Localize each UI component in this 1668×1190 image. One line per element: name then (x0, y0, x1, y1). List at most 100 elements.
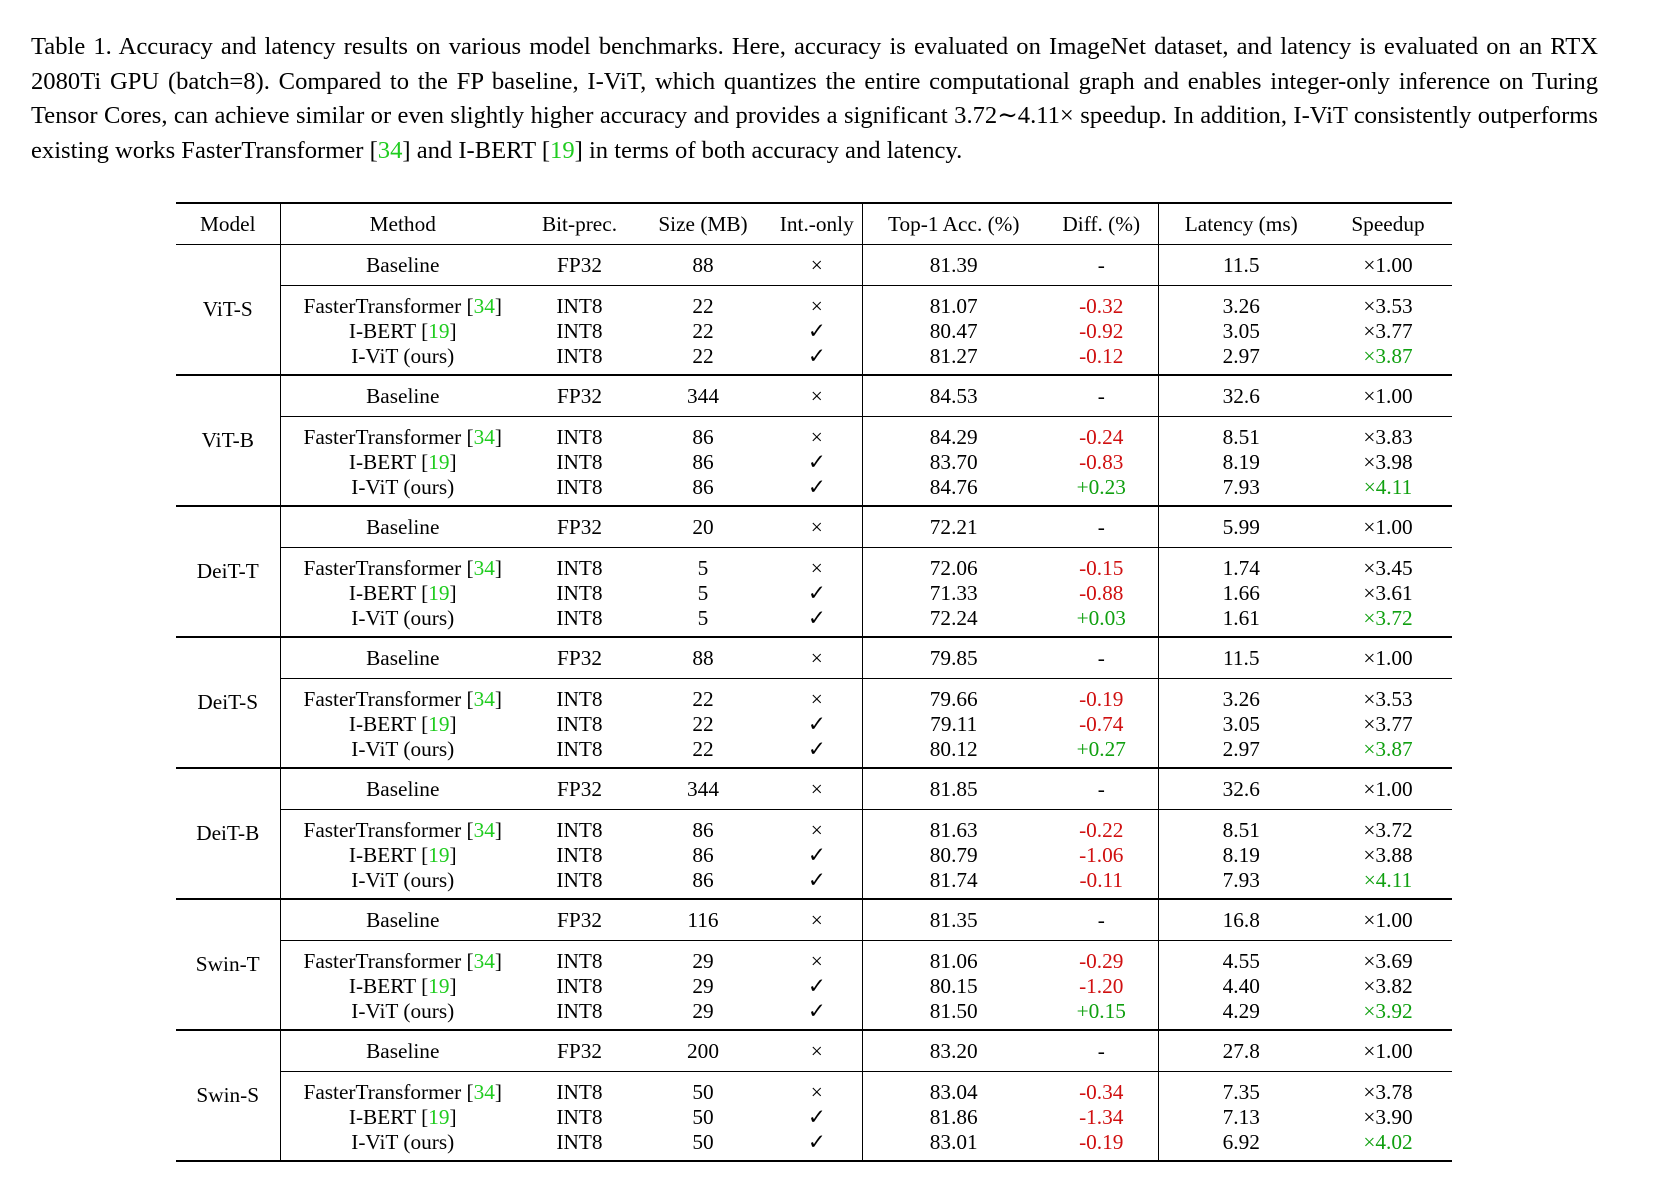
bit-precision-cell: INT8 (556, 687, 603, 711)
diff-cell: -1.20 (1045, 974, 1159, 999)
table-row: DeiT-B Baseline FP32 344 × 81.85 - 32.6 ×1.00 (176, 768, 1452, 899)
size-cell: 22 (692, 319, 714, 343)
latency-cell: 8.51 (1222, 818, 1260, 842)
citation-link[interactable]: 19 (428, 843, 450, 867)
speedup-cell: ×1.00 (1363, 907, 1413, 932)
citation-link[interactable]: 19 (428, 319, 450, 343)
citation-link[interactable]: 19 (428, 712, 450, 736)
citation-link[interactable]: 34 (473, 294, 495, 318)
size-cell: 344 (687, 776, 719, 801)
latency-cell: 8.51 (1222, 425, 1260, 449)
speedup-cell: ×1.00 (1363, 383, 1413, 408)
latency-cell: 11.5 (1223, 645, 1260, 670)
table-row: I-BERT [19] INT8 22 ✓ 79.11 -0.74 3.05 ×3.77 (176, 712, 1452, 737)
diff-cell: -0.88 (1045, 581, 1159, 606)
model-name: DeiT-T (176, 506, 281, 637)
size-cell: 22 (692, 712, 714, 736)
accuracy-cell: 83.04 (929, 1080, 978, 1104)
size-cell: 29 (692, 949, 714, 973)
table-row: FasterTransformer [34] INT8 86 × 84.29 -0.24 8… (176, 416, 1452, 450)
table-row: I-ViT (ours) INT8 5 ✓ 72.24 +0.03 1.61 ×3.72 (176, 606, 1452, 637)
method-label: Baseline (366, 776, 440, 801)
method-label: I-BERT (348, 843, 416, 867)
int-only-cell: ✓ (772, 581, 863, 606)
table-row: I-ViT (ours) INT8 22 ✓ 81.27 -0.12 2.97 ×3.87 (176, 344, 1452, 375)
method-name: I-ViT (ours) (280, 344, 525, 375)
int-only-cell: × (772, 1030, 863, 1072)
table-row: I-BERT [19] INT8 86 ✓ 83.70 -0.83 8.19 ×3.98 (176, 450, 1452, 475)
latency-cell: 3.05 (1222, 712, 1260, 736)
method-name: FasterTransformer [34] (303, 949, 503, 973)
int-only-cell: × (772, 768, 863, 810)
size-cell: 50 (692, 1105, 714, 1129)
int-only-cell: ✓ (772, 344, 863, 375)
citation-link[interactable]: 19 (428, 581, 450, 605)
bit-precision-cell: INT8 (556, 999, 603, 1023)
bit-precision-cell: INT8 (556, 450, 603, 474)
int-only-cell: × (772, 285, 863, 319)
bit-precision-cell: INT8 (556, 1130, 603, 1154)
method-label: I-ViT (ours) (351, 737, 455, 761)
header-diff: Diff. (%) (1045, 203, 1159, 245)
int-only-cell: × (772, 678, 863, 712)
method-label: I-ViT (ours) (351, 344, 455, 368)
accuracy-cell: 83.70 (929, 450, 978, 474)
citation-link[interactable]: 34 (473, 556, 495, 580)
size-cell: 5 (697, 606, 709, 630)
method-label: I-BERT (348, 581, 416, 605)
table-row: FasterTransformer [34] INT8 86 × 81.63 -0.22 8… (176, 809, 1452, 843)
speedup-cell: ×3.98 (1363, 450, 1413, 474)
diff-cell: - (1045, 637, 1159, 679)
bit-precision-cell: FP32 (557, 1038, 602, 1063)
method-label: Baseline (366, 1038, 440, 1063)
latency-cell: 32.6 (1222, 776, 1260, 801)
citation-link[interactable]: 34 (473, 425, 495, 449)
model-name: DeiT-S (176, 637, 281, 768)
speedup-cell: ×3.77 (1363, 319, 1413, 343)
method-name: FasterTransformer [34] (303, 818, 503, 842)
size-cell: 86 (692, 868, 714, 892)
citation-link[interactable]: 19 (550, 136, 575, 164)
citation-link[interactable]: 34 (473, 949, 495, 973)
method-name: Baseline (280, 506, 525, 548)
citation-link[interactable]: 19 (428, 974, 450, 998)
int-only-cell: ✓ (772, 737, 863, 768)
table-row: I-ViT (ours) INT8 29 ✓ 81.50 +0.15 4.29 ×3.92 (176, 999, 1452, 1030)
int-only-cell: ✓ (772, 712, 863, 737)
citation-link[interactable]: 34 (473, 687, 495, 711)
citation-link[interactable]: 34 (473, 818, 495, 842)
int-only-cell: ✓ (772, 1130, 863, 1161)
method-name: FasterTransformer [34] (303, 687, 503, 711)
table-row: FasterTransformer [34] INT8 50 × 83.04 -0.34 7… (176, 1071, 1452, 1105)
latency-cell: 16.8 (1222, 907, 1260, 932)
citation-link[interactable]: 34 (377, 136, 403, 164)
diff-cell: -0.15 (1045, 547, 1159, 581)
size-cell: 5 (697, 581, 709, 605)
method-name: I-BERT [19] (348, 319, 457, 343)
table-row: I-BERT [19] INT8 22 ✓ 80.47 -0.92 3.05 ×3.77 (176, 319, 1452, 344)
latency-cell: 1.66 (1222, 581, 1260, 605)
method-label: I-ViT (ours) (351, 868, 455, 892)
method-name: I-ViT (ours) (280, 999, 525, 1030)
speedup-cell: ×4.11 (1363, 475, 1413, 499)
method-label: Baseline (366, 514, 440, 539)
caption-text: ] and I-BERT [ (402, 136, 551, 164)
latency-cell: 6.92 (1222, 1130, 1260, 1154)
method-name: I-BERT [19] (348, 712, 457, 736)
bit-precision-cell: INT8 (556, 581, 603, 605)
citation-link[interactable]: 19 (428, 1105, 450, 1129)
table-row: Swin-T Baseline FP32 116 × 81.35 - 16.8 ×1.00 (176, 899, 1452, 1030)
diff-cell: -0.83 (1045, 450, 1159, 475)
diff-cell: - (1045, 375, 1159, 417)
accuracy-cell: 80.47 (929, 319, 978, 343)
method-name: Baseline (280, 375, 525, 417)
size-cell: 22 (692, 687, 714, 711)
method-label: FasterTransformer (303, 425, 462, 449)
latency-cell: 8.19 (1222, 450, 1260, 474)
citation-link[interactable]: 19 (428, 450, 450, 474)
speedup-cell: ×3.87 (1363, 737, 1413, 761)
caption-text: Accuracy and latency results on various … (31, 33, 1598, 164)
speedup-cell: ×1.00 (1363, 645, 1413, 670)
citation-link[interactable]: 34 (473, 1080, 495, 1104)
method-name: Baseline (280, 245, 525, 286)
